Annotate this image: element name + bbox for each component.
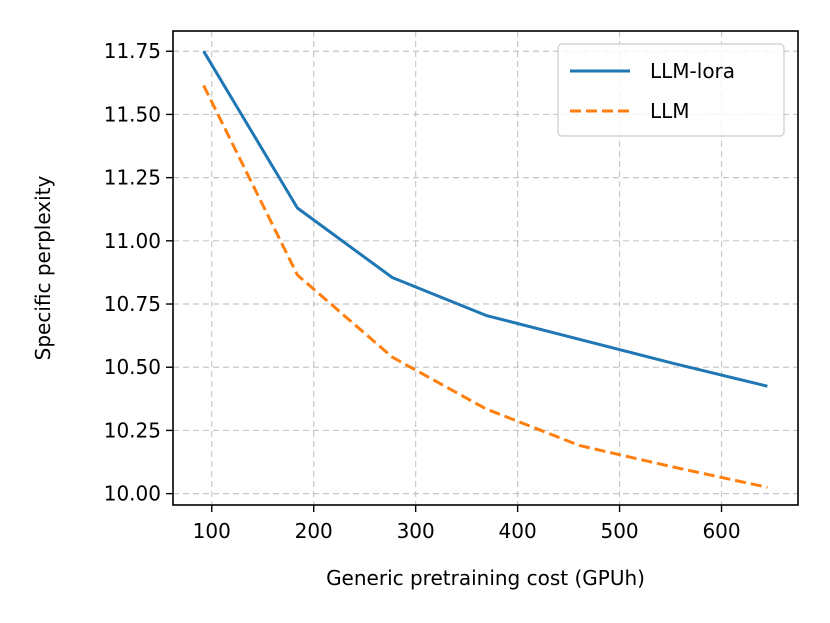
plot-frame [172, 30, 799, 506]
x-axis: 100 200 300 400 500 600 [193, 505, 741, 543]
legend: LLM-lora LLM [557, 43, 785, 137]
y-tick-label: 11.00 [104, 229, 161, 253]
series-line-llm [202, 84, 768, 489]
x-tick-label: 300 [397, 519, 435, 543]
x-tick-label: 500 [600, 519, 638, 543]
y-tick-label: 11.50 [104, 102, 161, 126]
x-axis-title: Generic pretraining cost (GPUh) [326, 566, 645, 590]
y-tick-label: 11.25 [104, 166, 161, 190]
y-axis: 10.00 10.25 10.50 10.75 11.00 11.25 11.50 11.75 [104, 39, 173, 506]
x-tick-label: 600 [702, 519, 740, 543]
y-tick-label: 10.75 [104, 292, 161, 316]
y-tick-label: 11.75 [104, 39, 161, 63]
x-tick-label: 200 [295, 519, 333, 543]
y-tick-label: 10.00 [104, 482, 161, 506]
x-tick-label: 400 [499, 519, 537, 543]
legend-label: LLM [650, 99, 690, 123]
y-tick-label: 10.25 [104, 418, 161, 442]
y-tick-label: 10.50 [104, 355, 161, 379]
series-layer [202, 50, 768, 489]
x-tick-label: 100 [193, 519, 231, 543]
legend-items: LLM-lora LLM [570, 59, 735, 123]
legend-label: LLM-lora [650, 59, 735, 83]
series-line-llm-lora [202, 50, 768, 388]
legend-box [557, 43, 785, 137]
y-axis-title: Specific perplexity [31, 175, 55, 360]
